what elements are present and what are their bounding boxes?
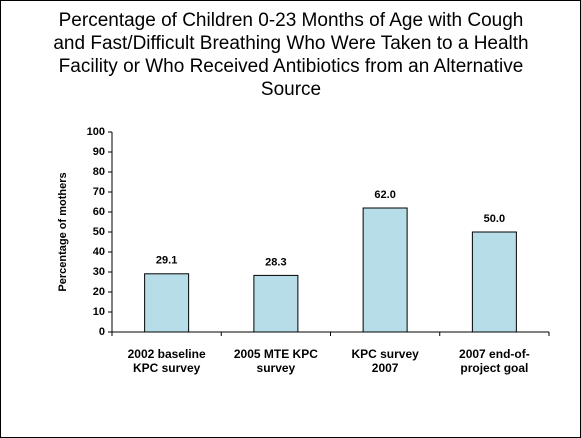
value-label: 50.0: [484, 213, 505, 225]
value-label: 29.1: [156, 255, 177, 267]
bar: [471, 231, 517, 333]
y-tick-label: 90: [93, 146, 105, 158]
y-tick-label: 10: [93, 306, 105, 318]
y-tick-label: 20: [93, 286, 105, 298]
value-label: 62.0: [374, 189, 395, 201]
x-tick-label: 2005 MTE KPC survey: [233, 347, 318, 375]
y-tick-label: 50: [93, 226, 105, 238]
x-tick-label: KPC survey 2007: [351, 347, 419, 375]
y-tick-label: 40: [93, 246, 105, 258]
y-tick-label: 100: [87, 126, 105, 138]
x-tick-label: 2007 end-of-project goal: [459, 347, 530, 375]
y-axis-label: Percentage of mothers: [57, 172, 69, 291]
value-label: 28.3: [265, 256, 286, 268]
y-tick-label: 70: [93, 186, 105, 198]
bar: [362, 207, 408, 333]
chart-title: Percentage of Children 0-23 Months of Ag…: [53, 10, 529, 100]
x-tick-label: 2002 baseline KPC survey: [127, 347, 206, 375]
y-tick-label: 80: [93, 166, 105, 178]
bar: [253, 274, 299, 333]
y-tick-label: 60: [93, 206, 105, 218]
y-tick-label: 30: [93, 266, 105, 278]
y-tick-label: 0: [99, 326, 105, 338]
bar: [144, 273, 190, 333]
